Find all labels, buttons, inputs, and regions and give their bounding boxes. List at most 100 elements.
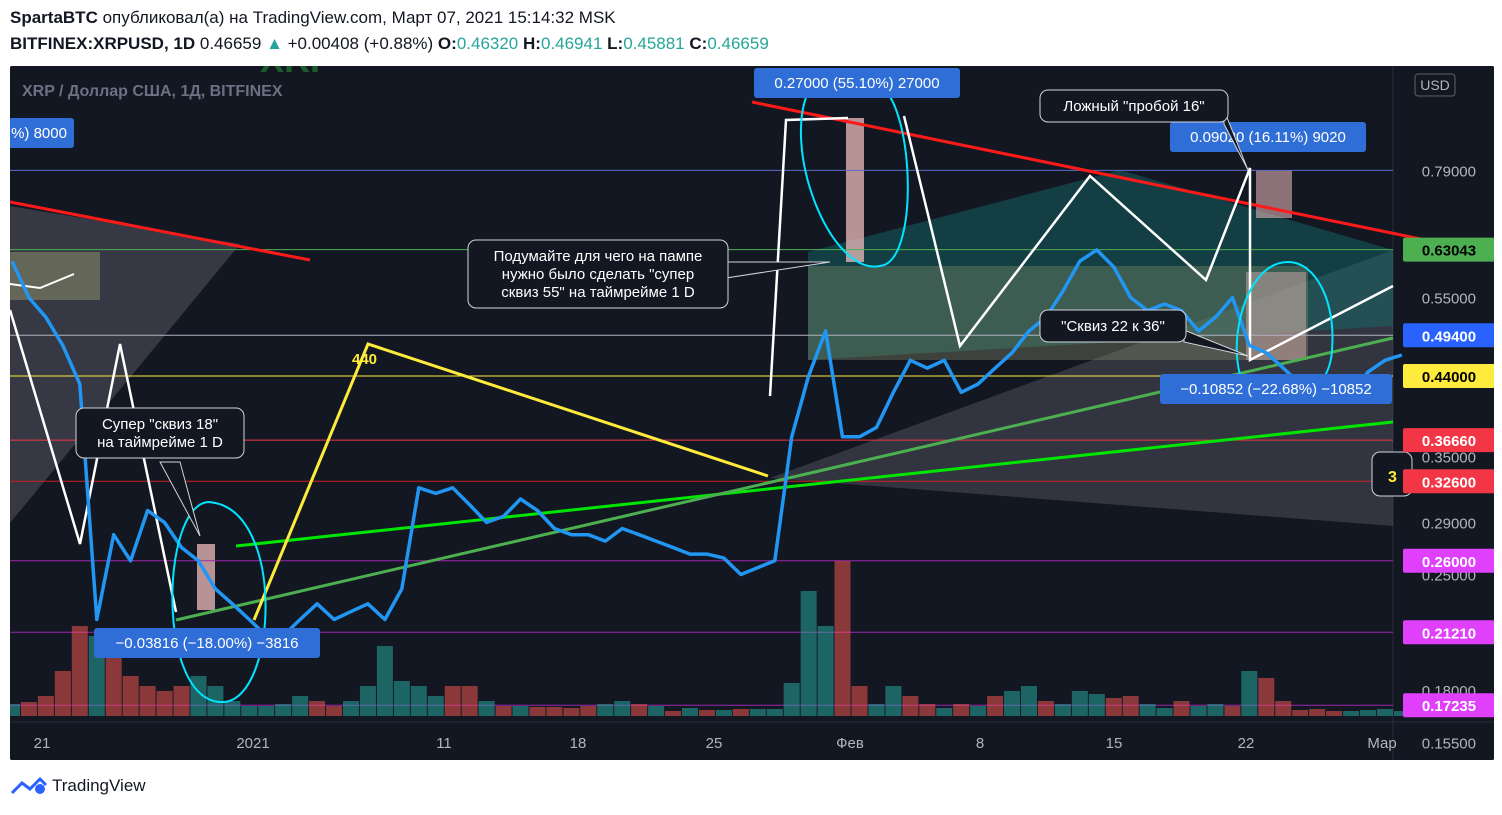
price-axis-background	[1393, 66, 1494, 760]
volume-bar-49	[834, 561, 851, 716]
volume-bar-59	[1004, 691, 1021, 716]
red-trendline-right	[751, 100, 1494, 256]
x-tick-label-2: 11	[436, 735, 452, 752]
x-tick-label-9: Мар	[1367, 735, 1396, 752]
volume-bar-50	[851, 686, 868, 716]
volume-bar-17	[292, 696, 309, 716]
volume-bar-75	[1275, 701, 1292, 716]
measure-label-false-break: 0.09020 (16.11%) 9020	[1190, 129, 1346, 146]
volume-bar-18	[309, 701, 326, 716]
volume-bar-0	[10, 704, 20, 716]
volume-bar-32	[546, 707, 563, 716]
volume-bar-53	[902, 696, 919, 716]
price-badge-2: 0.44000	[1422, 369, 1476, 386]
volume-bar-39	[665, 711, 682, 716]
price-badge-bg-1	[1403, 323, 1494, 348]
volume-bar-80	[1360, 710, 1376, 716]
callout-pump-box	[467, 239, 729, 309]
x-tick-label-4: 25	[706, 735, 723, 752]
right-triangle-fill	[770, 250, 1393, 526]
volume-bar-57	[970, 706, 987, 716]
high-label: H:	[523, 34, 541, 53]
volume-bar-64	[1088, 694, 1105, 716]
volume-bar-70	[1190, 706, 1207, 716]
y-tick-label-6: 0.15500	[1422, 735, 1476, 752]
green-trendline	[235, 420, 1394, 548]
cyan-circle-left	[171, 500, 267, 704]
volume-bar-19	[326, 706, 343, 716]
volume-bar-14	[241, 706, 258, 716]
price-badge-4: 0.32600	[1422, 474, 1476, 491]
volume-bar-52	[885, 686, 902, 716]
volume-bar-7	[122, 676, 139, 716]
volume-bar-82	[1393, 711, 1410, 716]
volume-bar-45	[766, 709, 783, 716]
volume-bar-29	[495, 706, 512, 716]
volume-bar-54	[919, 704, 936, 716]
published-text: опубликовал(а) на TradingView.com, Март …	[102, 8, 616, 27]
volume-bar-48	[817, 626, 834, 716]
measure-label-pump-bg	[754, 68, 960, 98]
price-badge-0: 0.63043	[1422, 243, 1476, 260]
teal-zone-fill	[808, 170, 1393, 360]
volume-bar-67	[1139, 704, 1156, 716]
volume-bar-3	[54, 671, 71, 716]
volume-bar-27	[461, 686, 478, 716]
x-tick-label-1: 2021	[236, 735, 269, 752]
volume-bar-44	[749, 709, 766, 716]
price-badge-3: 0.36660	[1422, 433, 1476, 450]
callout-pump-line-2: сквиз 55" на таймрейме 1 D	[501, 284, 695, 301]
volume-bar-58	[987, 696, 1004, 716]
volume-bar-21	[359, 686, 376, 716]
volume-bar-22	[376, 646, 393, 716]
publisher-name[interactable]: SpartaBTC	[10, 8, 98, 27]
volume-bar-2	[37, 696, 54, 716]
footer-brand[interactable]: TradingView	[52, 776, 146, 795]
close-value: 0.46659	[707, 34, 769, 53]
y-tick-label-2: 0.35000	[1422, 449, 1476, 466]
volume-bar-72	[1224, 706, 1241, 716]
volume-bar-69	[1173, 701, 1190, 716]
price-badge-bg-4	[1403, 469, 1494, 494]
low-label: L:	[607, 34, 624, 53]
volume-bar-9	[156, 691, 173, 716]
volume-bar-8	[139, 686, 156, 716]
volume-bar-34	[580, 706, 597, 716]
callout-squeeze-22-36-line-0: "Сквиз 22 к 36"	[1061, 318, 1165, 335]
volume-bar-63	[1071, 691, 1088, 716]
measure-label-squeeze-right: −0.10852 (−22.68%) −10852	[1180, 381, 1371, 398]
volume-bar-71	[1207, 704, 1224, 716]
measure-label-squeeze-left: −0.03816 (−18.00%) −3816	[115, 635, 298, 652]
chart-svg[interactable]: XRPXRP / Доллар США, 1Д, BITFINEX4400.27…	[10, 66, 1494, 760]
measure-label-squeeze-left-bg	[94, 628, 320, 658]
volume-bar-26	[444, 686, 461, 716]
volume-bar-36	[614, 701, 631, 716]
measure-label-left-edge-bg	[10, 118, 74, 148]
edge-label: 3	[1388, 469, 1397, 486]
volume-bar-4	[71, 626, 88, 716]
publish-line: SpartaBTC опубликовал(а) на TradingView.…	[10, 8, 616, 28]
ohlc-line: BITFINEX:XRPUSD, 1D 0.46659 ▲ +0.00408 (…	[10, 34, 769, 54]
callout-false-break-line-0: Ложный "пробой 16"	[1063, 98, 1204, 115]
volume-bar-68	[1156, 708, 1173, 716]
volume-bar-81	[1376, 709, 1393, 716]
volume-bar-62	[1054, 704, 1071, 716]
callout-pump-line-1: нужно было сделать "супер	[502, 266, 694, 283]
volume-bar-73	[1241, 671, 1258, 716]
volume-bar-60	[1021, 686, 1037, 716]
volume-bar-16	[275, 704, 292, 716]
volume-bar-43	[732, 709, 749, 716]
x-tick-label-5: Фев	[836, 735, 864, 752]
chart-panel[interactable]: XRPXRP / Доллар США, 1Д, BITFINEX4400.27…	[10, 66, 1494, 760]
currency-box	[1414, 73, 1456, 97]
volume-bar-55	[936, 708, 953, 716]
callout-false-break-box	[1039, 89, 1229, 123]
low-value: 0.45881	[623, 34, 685, 53]
volume-bar-30	[512, 706, 529, 716]
y-tick-label-0: 0.79000	[1422, 163, 1476, 180]
volume-bar-66	[1122, 696, 1139, 716]
tradingview-logo-icon[interactable]	[10, 775, 48, 797]
up-arrow-icon: ▲	[266, 34, 283, 53]
white-mark-left	[10, 273, 75, 290]
volume-bar-61	[1037, 701, 1054, 716]
